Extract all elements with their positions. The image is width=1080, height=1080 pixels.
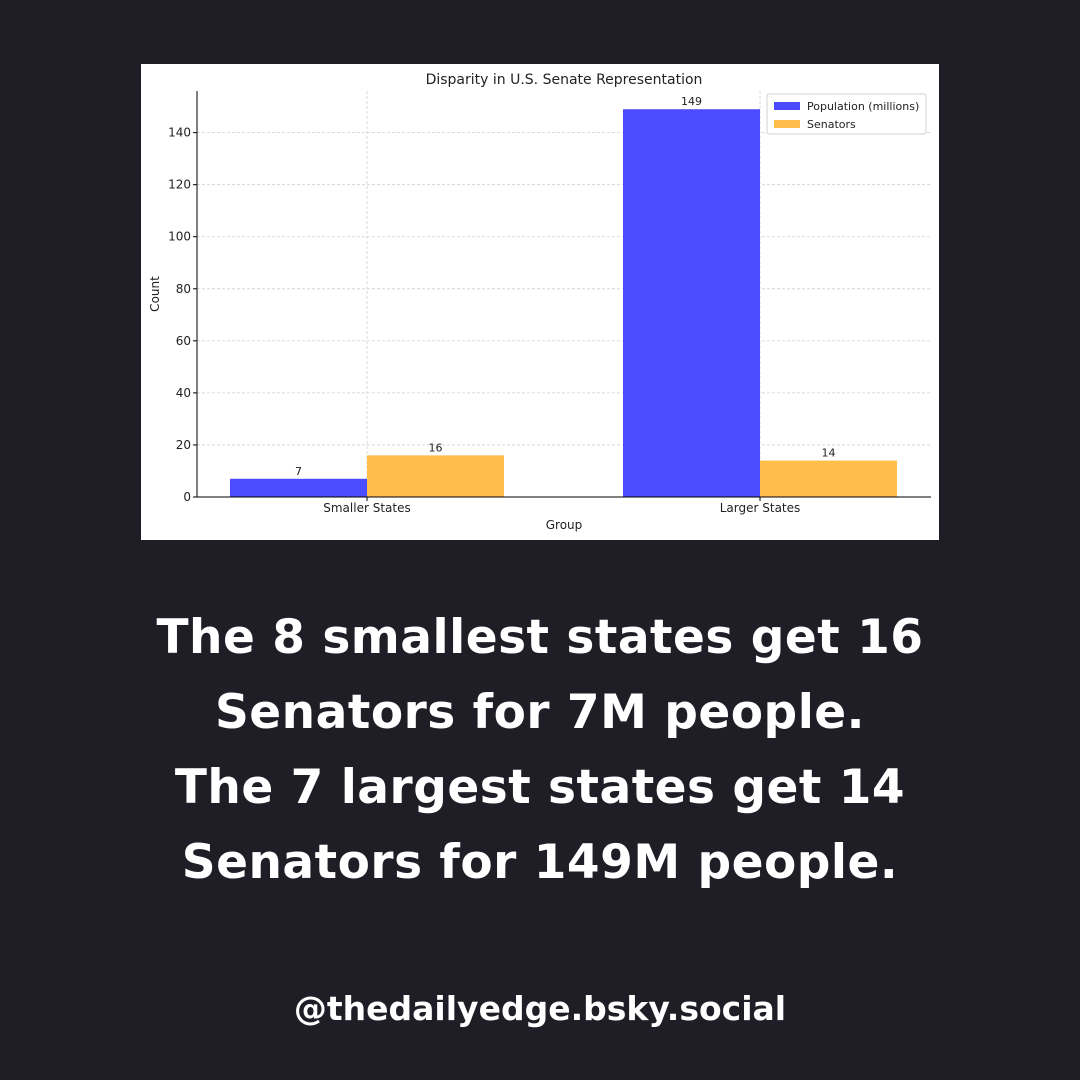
legend-label: Population (millions) <box>807 100 919 113</box>
chart-card: 7 149 16 14 0 20 40 60 80 100 120 140 Smaller States… <box>141 64 939 540</box>
caption-line: The 8 smallest states get 16 <box>156 610 924 665</box>
y-tick-label: 120 <box>168 178 191 192</box>
y-tick-label: 100 <box>168 230 191 244</box>
data-label: 149 <box>681 95 702 108</box>
legend-swatch <box>774 120 800 128</box>
legend-label: Senators <box>807 118 856 131</box>
x-axis-label: Group <box>546 518 583 532</box>
bar <box>760 460 897 497</box>
y-axis-label: Count <box>148 276 162 312</box>
y-tick-label: 60 <box>176 334 191 348</box>
y-tick-label: 40 <box>176 386 191 400</box>
legend-swatch <box>774 102 800 110</box>
bar <box>623 109 760 497</box>
data-label: 14 <box>822 447 836 460</box>
y-tick-label: 20 <box>176 438 191 452</box>
y-tick-label: 0 <box>183 490 191 504</box>
caption-line: The 7 largest states get 14 <box>174 760 906 815</box>
bar <box>230 478 367 497</box>
caption-line: Senators for 7M people. <box>214 685 866 740</box>
y-tick-label: 140 <box>168 126 191 140</box>
y-tick-label: 80 <box>176 282 191 296</box>
caption: The 8 smallest states get 16 Senators fo… <box>0 600 1080 900</box>
x-tick-label: Smaller States <box>323 501 410 515</box>
data-label: 7 <box>295 465 302 478</box>
x-tick-label: Larger States <box>720 501 801 515</box>
data-label: 16 <box>429 441 443 454</box>
social-handle: @thedailyedge.bsky.social <box>293 989 787 1028</box>
caption-line: Senators for 149M people. <box>181 835 899 890</box>
chart-title: Disparity in U.S. Senate Representation <box>426 72 703 88</box>
legend-box <box>766 93 927 135</box>
bar <box>367 455 504 497</box>
